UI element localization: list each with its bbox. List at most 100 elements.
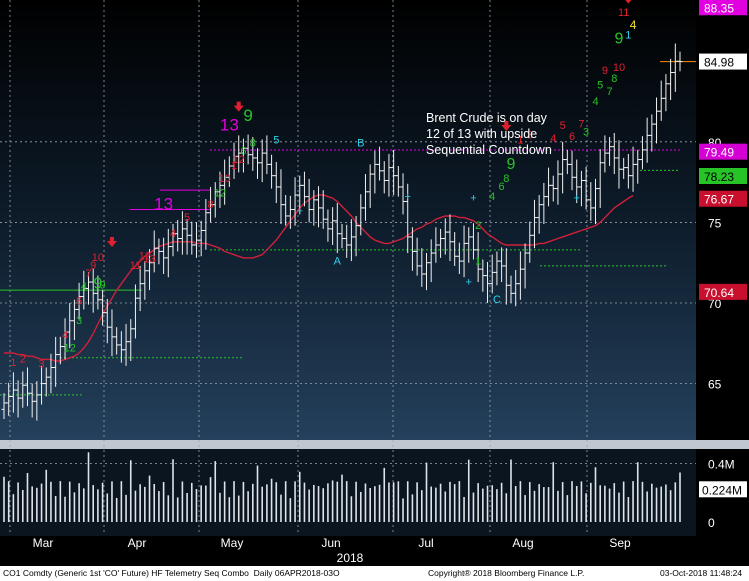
count-label: 6 [76, 296, 82, 308]
count-label: 10 [613, 62, 625, 74]
panel-separator [0, 440, 749, 449]
volume-tag-label: 0.224M [702, 483, 742, 497]
footer-timestamp: 03-Oct-2018 11:48:24 [660, 568, 743, 578]
volume-tag [699, 481, 747, 498]
count-label: 10 [219, 173, 231, 185]
count-label: 8 [503, 173, 509, 185]
price-tag-label: 88.35 [704, 1, 734, 15]
marker-icon: + [470, 192, 476, 204]
wave-label: A [334, 255, 342, 267]
annotation-text: Sequential Countdown [426, 143, 552, 157]
count-label: 3 [527, 130, 533, 142]
wave-label: B [357, 138, 364, 150]
setup-count-label: 9 [507, 156, 516, 173]
volume-tick-label: 0 [708, 516, 715, 530]
count-label: 1 [231, 160, 237, 172]
annotation-text: 12 of 13 with upside [426, 127, 537, 141]
price-tag-label: 70.64 [704, 286, 734, 300]
setup-count-label: 9 [243, 106, 252, 125]
x-month-label: Jul [418, 536, 433, 550]
count-label: 4 [592, 96, 598, 108]
x-month-label: Sep [609, 536, 631, 550]
count-label: 3 [583, 126, 589, 138]
count-label: 9 [90, 260, 96, 272]
x-axis-strip [0, 536, 696, 566]
price-tag-label: 79.49 [704, 146, 734, 160]
count-label: 12 [214, 188, 226, 200]
marker-icon: + [405, 191, 411, 203]
setup-count-label: 9 [93, 275, 102, 292]
x-month-label: Apr [128, 536, 147, 550]
price-tag [699, 168, 747, 184]
count-label: 5 [560, 120, 566, 132]
count-label: 6 [240, 146, 246, 158]
x-month-label: Jun [321, 536, 340, 550]
count-label: 9 [602, 65, 608, 77]
price-tag-label: 84.98 [704, 56, 734, 70]
marker-icon: + [574, 192, 580, 204]
count-label: 3 [38, 358, 44, 370]
count-label: 5 [273, 134, 279, 146]
count-label: 1 [475, 255, 481, 267]
count-label: 2 [475, 220, 481, 232]
footer-copyright: Copyright® 2018 Bloomberg Finance L.P. [428, 568, 585, 578]
x-month-label: Aug [512, 536, 533, 550]
count-label: 1 [625, 30, 631, 42]
count-label: 4 [489, 191, 495, 203]
arrow-down-icon [106, 236, 117, 247]
count-label: 6 [499, 181, 505, 193]
x-month-label: Mar [33, 536, 54, 550]
count-label: 4 [550, 133, 556, 145]
price-tag [699, 283, 747, 300]
x-year-label: 2018 [337, 551, 364, 565]
count-label: 3 [76, 315, 82, 327]
count-label: 12 [64, 342, 76, 354]
count-label: 4 [62, 329, 68, 341]
setup-count-label: 13 [154, 195, 173, 214]
count-label: 12 [233, 154, 245, 166]
count-label: 10 [92, 252, 104, 264]
count-label: 11 [618, 7, 629, 19]
footer-security: CO1 Comdty (Generic 1st 'CO' Future) HF … [3, 568, 340, 578]
price-tag [699, 0, 747, 16]
count-label: 11 [130, 260, 141, 272]
count-label: 1 [517, 134, 523, 146]
price-tag [699, 53, 747, 70]
setup-count-label: 4 [630, 18, 637, 32]
count-label: 9 [100, 279, 106, 291]
axis-strip [696, 0, 749, 566]
price-tag-label: 76.67 [704, 193, 734, 207]
count-label: 2 [20, 354, 26, 366]
y-tick-label: 70 [708, 297, 722, 311]
count-label: 12 [139, 250, 151, 262]
price-tag [699, 143, 747, 160]
count-label: 8 [250, 138, 256, 150]
count-label: 7 [578, 118, 584, 130]
price-plot-area [0, 0, 696, 440]
marker-icon: + [466, 276, 472, 288]
y-tick-label: 65 [708, 378, 722, 392]
y-tick-label: 75 [708, 216, 722, 230]
arrow-down-icon [625, 0, 632, 4]
volume-tick-label: 0.4M [708, 458, 735, 472]
price-tag-label: 78.23 [704, 170, 734, 184]
count-label: 8 [611, 73, 617, 85]
x-month-label: May [221, 536, 244, 550]
price-tag [699, 190, 747, 207]
count-label: 5 [597, 80, 603, 92]
wave-label: C [493, 294, 501, 306]
count-label: 7 [607, 86, 613, 98]
annotation-text: Brent Crude is on day [426, 111, 548, 125]
arrow-down-icon [233, 101, 244, 112]
count-label: 5 [184, 212, 190, 224]
arrow-down-icon [501, 120, 512, 131]
count-label: 7 [85, 268, 91, 280]
count-label: 4 [81, 281, 87, 293]
count-label: 4 [170, 228, 176, 240]
count-label: 8 [207, 199, 213, 211]
count-label: 6 [569, 131, 575, 143]
count-label: 1 [10, 357, 16, 369]
setup-count-label: 13 [220, 116, 239, 135]
